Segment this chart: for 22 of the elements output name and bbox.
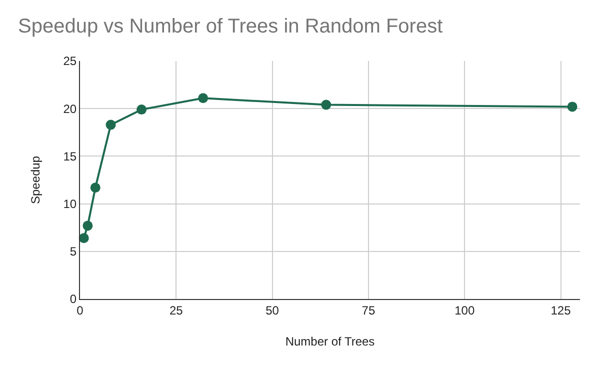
x-axis-title: Number of Trees [285, 334, 375, 348]
y-axis-title: Speedup [28, 156, 43, 204]
x-tick-label: 125 [550, 303, 572, 318]
x-tick-label: 75 [362, 303, 376, 318]
y-tick-label: 10 [63, 197, 77, 211]
point [82, 220, 93, 231]
point [567, 102, 578, 112]
chart-title: Speedup vs Number of Trees in Random Forest [18, 16, 444, 38]
y-tick-label: 15 [63, 149, 77, 164]
y-tick-label: 5 [70, 244, 77, 259]
point [321, 100, 332, 110]
point [78, 233, 89, 244]
y-tick-label: 20 [63, 102, 77, 116]
point [136, 104, 147, 115]
point [198, 93, 208, 104]
y-tick-label: 0 [70, 292, 77, 306]
x-tick-label: 50 [266, 303, 280, 318]
y-tick-label: 25 [63, 54, 77, 68]
x-tick-label: 100 [454, 303, 475, 318]
point [90, 182, 100, 193]
point [106, 120, 116, 130]
x-tick-label: 25 [169, 303, 184, 318]
